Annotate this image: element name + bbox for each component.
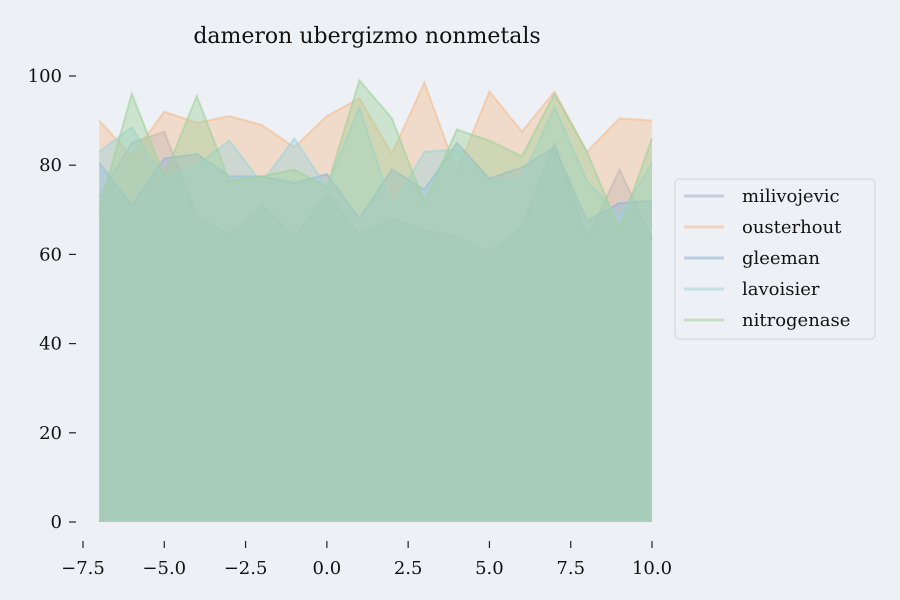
area-nitrogenase — [99, 80, 652, 523]
area-gleeman — [99, 142, 652, 522]
legend-label-ousterhout: ousterhout — [742, 217, 842, 238]
x-tick-label: −2.5 — [224, 558, 268, 579]
chart-title: dameron ubergizmo nonmetals — [193, 24, 540, 49]
legend-box — [674, 178, 876, 340]
plot-area — [98, 78, 653, 523]
legend-label-gleeman: gleeman — [742, 248, 820, 269]
y-tick-label: 80 — [39, 155, 62, 176]
legend-label-nitrogenase: nitrogenase — [742, 310, 850, 331]
x-tick-label: 10.0 — [632, 558, 672, 579]
area-lavoisier — [99, 107, 652, 522]
y-tick-label: 0 — [51, 512, 62, 533]
x-axis: −7.5 −5.0 −2.5 0.0 2.5 5.0 7.5 10.0 — [61, 541, 672, 579]
x-tick-label: −7.5 — [61, 558, 105, 579]
x-tick-label: 7.5 — [556, 558, 585, 579]
x-tick-label: 0.0 — [313, 558, 342, 579]
y-tick-label: 40 — [39, 334, 62, 355]
line-gleeman — [98, 141, 653, 223]
legend-label-milivojevic: milivojevic — [742, 186, 840, 207]
line-nitrogenase — [98, 78, 653, 233]
x-tick-label: 2.5 — [394, 558, 423, 579]
legend-label-lavoisier: lavoisier — [742, 279, 820, 300]
line-lavoisier — [98, 104, 653, 219]
y-tick-label: 100 — [28, 66, 62, 87]
area-milivojevic — [99, 131, 652, 522]
legend: milivojevic ousterhout gleeman lavoisier nit… — [674, 178, 876, 340]
y-tick-label: 20 — [39, 423, 62, 444]
area-ousterhout — [99, 82, 652, 522]
y-tick-label: 60 — [39, 244, 62, 265]
x-tick-label: 5.0 — [475, 558, 504, 579]
y-axis: 0 20 40 60 80 100 — [28, 66, 76, 533]
x-tick-label: −5.0 — [142, 558, 186, 579]
